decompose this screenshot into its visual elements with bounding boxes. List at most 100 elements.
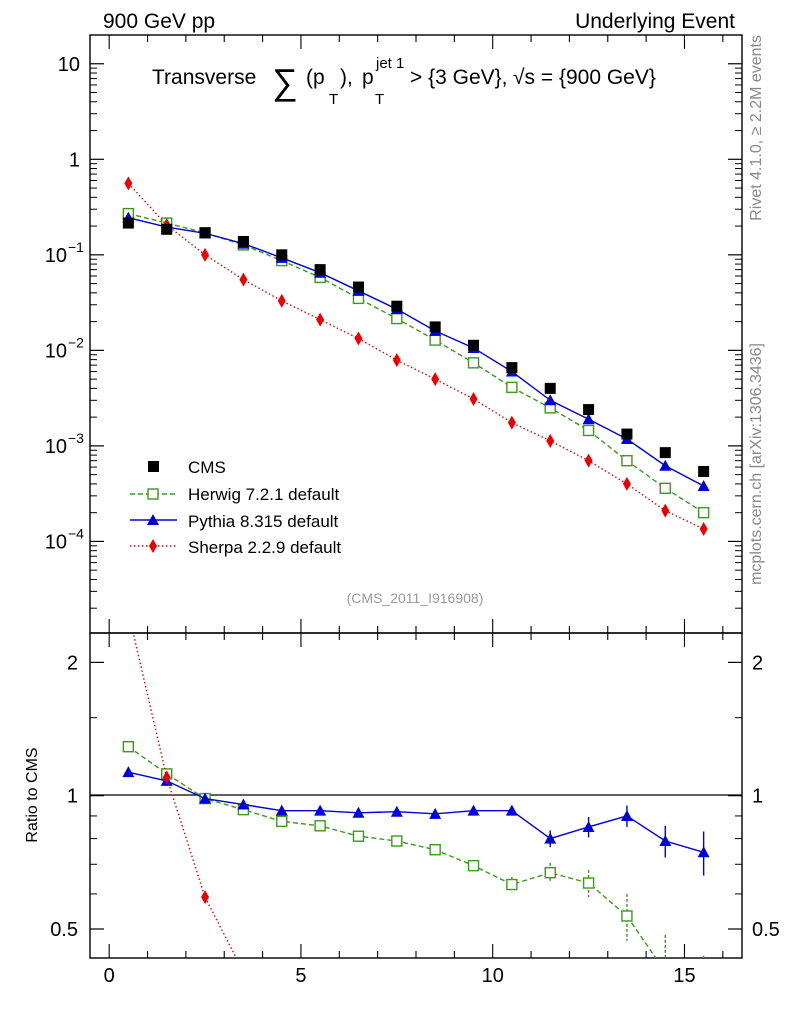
data-point-sherpa [392, 353, 401, 368]
data-point-herwig [467, 859, 480, 872]
data-point-pythia [199, 792, 212, 804]
data-point-pythia [390, 805, 403, 817]
data-point-sherpa [546, 433, 555, 448]
data-point-pythia [659, 835, 672, 847]
title-close: ), [340, 66, 353, 89]
data-point-pythia [544, 832, 557, 844]
legend-label-pythia: Pythia 8.315 default [188, 512, 339, 531]
title-sqrt: √s = {900 GeV} [513, 66, 656, 89]
data-point-sherpa [201, 247, 210, 262]
data-point-sherpa [354, 331, 363, 346]
data-point-pythia [697, 846, 710, 858]
ratio-ytick-label: 2 [67, 652, 78, 674]
ratio-xtick-label: 5 [295, 965, 306, 987]
ratio-xtick-label: 10 [482, 965, 504, 987]
ratio-series [122, 605, 710, 1024]
data-point-sherpa [278, 1002, 286, 1016]
ratio-axes: 0 5 10 15 0.5 0.5 1 1 2 2 [50, 633, 780, 987]
legend: CMS Herwig 7.2.1 default Pythia 8.315 de… [130, 458, 341, 557]
data-point-pythia [467, 804, 480, 816]
data-point-herwig [582, 877, 595, 889]
ratio-line-herwig [127, 746, 657, 958]
data-point-sherpa [239, 965, 247, 979]
data-point-cms [237, 235, 249, 247]
data-point-herwig [506, 878, 518, 891]
data-point-herwig [352, 830, 365, 842]
data-point-herwig [621, 910, 633, 922]
data-point-pythia [237, 798, 250, 810]
data-point-sherpa [699, 521, 708, 536]
data-point-sherpa [124, 605, 132, 619]
main-ytick-label: 10 [45, 436, 67, 458]
data-point-pythia [582, 413, 595, 425]
ratio-line-pythia [128, 771, 704, 853]
title-t-sub: T [329, 91, 338, 108]
data-point-cms [429, 321, 441, 333]
data-point-pythia [429, 807, 442, 819]
data-point-sherpa [661, 503, 670, 518]
data-point-cms [352, 281, 364, 293]
data-point-pythia [697, 480, 710, 492]
data-point-herwig [544, 867, 556, 879]
title-cut: > {3 GeV}, [410, 66, 508, 89]
data-point-sherpa [623, 1020, 631, 1024]
data-point-pythia [659, 459, 672, 471]
data-point-cms [314, 264, 326, 276]
data-point-herwig [506, 381, 518, 394]
title-sum: ∑ [272, 61, 298, 102]
data-point-cms [161, 223, 173, 235]
main-ytick-label: 10 [45, 245, 67, 267]
legend-marker-cms [148, 461, 159, 472]
title-sup: jet 1 [375, 55, 404, 72]
ratio-ylabel: Ratio to CMS [24, 747, 41, 842]
data-point-herwig [429, 844, 441, 856]
main-ytick-exponent: −4 [68, 525, 84, 541]
data-point-herwig [621, 454, 633, 467]
main-ytick-label: 10 [45, 531, 67, 553]
main-ytick-exponent: −2 [68, 334, 84, 350]
data-point-sherpa [316, 1020, 324, 1024]
data-point-sherpa [124, 176, 133, 191]
data-point-cms [698, 465, 710, 477]
legend-marker-herwig [147, 488, 159, 500]
main-ytick-label: 1 [69, 149, 80, 171]
ratio-line-sherpa [132, 633, 238, 958]
data-point-cms [122, 217, 134, 229]
main-ytick-exponent: −1 [68, 239, 84, 255]
data-point-herwig [122, 741, 135, 753]
data-point-pythia [314, 804, 327, 816]
data-point-herwig [660, 967, 670, 977]
data-point-cms [276, 249, 288, 261]
data-point-cms [583, 404, 595, 416]
data-point-sherpa [201, 890, 210, 905]
data-point-herwig [391, 835, 403, 847]
data-point-herwig [699, 998, 709, 1008]
analysis-id: (CMS_2011_I916908) [347, 590, 484, 606]
ratio-ytick-label-right: 2 [752, 652, 763, 674]
data-point-sherpa [507, 415, 516, 430]
plot-title: Transverse ∑ (p T ), p T jet 1 > {3 GeV}… [152, 55, 656, 108]
data-point-pythia [620, 809, 633, 821]
ratio-ytick-label: 0.5 [50, 919, 78, 941]
main-ytick-exponent: −3 [68, 430, 84, 446]
legend-entry-pythia: Pythia 8.315 default [130, 512, 339, 531]
data-point-cms [506, 362, 518, 374]
data-point-sherpa [469, 391, 478, 406]
data-point-herwig [659, 482, 671, 494]
rivet-label: Rivet 4.1.0, ≥ 2.2M events [748, 35, 765, 221]
data-point-pythia [122, 766, 135, 778]
main-ytick-label: 10 [45, 340, 67, 362]
main-ytick-label: 10 [58, 54, 80, 76]
legend-marker-pythia [147, 514, 159, 525]
data-point-pythia [544, 394, 557, 406]
data-point-herwig [582, 424, 595, 437]
data-point-sherpa [162, 770, 171, 785]
legend-entry-sherpa: Sherpa 2.2.9 default [130, 538, 341, 557]
title-t-sub2: T [375, 91, 384, 108]
data-point-pythia [275, 804, 288, 816]
series-line-sherpa [127, 182, 704, 530]
data-point-herwig [697, 506, 710, 519]
ratio-xtick-label: 15 [673, 965, 695, 987]
